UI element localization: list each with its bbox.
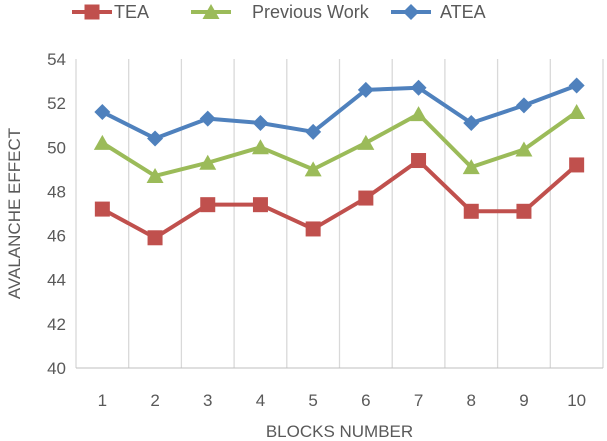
y-tick-label: 44: [47, 271, 66, 290]
data-point: [200, 197, 216, 213]
legend-marker: [202, 4, 220, 19]
series-tea: [94, 153, 585, 246]
data-point: [515, 141, 533, 157]
data-point: [147, 230, 163, 246]
series-line: [101, 110, 578, 178]
series-previous-work: [93, 103, 586, 183]
y-tick-label: 50: [47, 138, 66, 157]
x-tick-label: 9: [519, 391, 528, 410]
y-tick-label: 40: [47, 359, 66, 378]
data-point: [199, 154, 217, 170]
x-tick-label: 10: [567, 391, 586, 410]
y-tick-label: 48: [47, 182, 66, 201]
y-axis-label: AVALANCHE EFFECT: [5, 128, 24, 299]
x-tick-label: 8: [467, 391, 476, 410]
data-point: [94, 201, 110, 217]
x-axis-ticks: 1 2 3 4 5 6 7 8 9 10: [98, 391, 586, 410]
legend-marker: [403, 4, 419, 20]
gridlines: [75, 59, 604, 368]
data-point: [94, 103, 111, 120]
data-point: [411, 153, 427, 169]
data-point: [463, 115, 480, 132]
data-point: [569, 157, 585, 173]
data-point: [410, 106, 428, 122]
legend-marker: [84, 4, 100, 20]
data-point: [252, 115, 269, 132]
data-point: [357, 134, 375, 150]
data-point: [251, 139, 269, 155]
data-point: [305, 221, 321, 237]
legend-label: TEA: [114, 2, 149, 22]
x-tick-label: 5: [308, 391, 317, 410]
data-point: [568, 103, 586, 119]
y-tick-label: 54: [47, 50, 66, 69]
legend-item: ATEA: [391, 2, 486, 22]
data-point: [93, 134, 111, 150]
x-tick-label: 4: [256, 391, 265, 410]
data-point: [463, 203, 479, 219]
data-point: [568, 77, 585, 94]
legend: TEA Previous Work ATEA: [72, 2, 486, 22]
data-point: [410, 79, 427, 96]
data-point: [199, 110, 216, 127]
data-point: [252, 197, 268, 213]
legend-item: Previous Work: [191, 2, 370, 22]
series-layer: [93, 77, 586, 246]
data-point: [358, 190, 374, 206]
x-tick-label: 1: [98, 391, 107, 410]
series-atea: [94, 77, 585, 147]
x-tick-label: 7: [414, 391, 423, 410]
series-line: [101, 83, 578, 141]
data-point: [357, 81, 374, 98]
legend-item: TEA: [72, 2, 149, 22]
data-point: [146, 167, 164, 183]
legend-label: Previous Work: [252, 2, 370, 22]
y-tick-label: 42: [47, 315, 66, 334]
x-tick-label: 2: [150, 391, 159, 410]
y-tick-label: 52: [47, 94, 66, 113]
legend-label: ATEA: [440, 2, 486, 22]
x-tick-label: 6: [361, 391, 370, 410]
data-point: [462, 159, 480, 175]
x-axis-label: BLOCKS NUMBER: [266, 422, 413, 441]
data-point: [304, 161, 322, 177]
y-tick-label: 46: [47, 227, 66, 246]
data-point: [515, 97, 532, 114]
data-point: [305, 123, 322, 140]
y-axis-ticks: 40 42 44 46 48 50 52 54: [47, 50, 66, 378]
series-line: [101, 158, 578, 240]
data-point: [516, 203, 532, 219]
data-point: [147, 130, 164, 147]
x-tick-label: 3: [203, 391, 212, 410]
